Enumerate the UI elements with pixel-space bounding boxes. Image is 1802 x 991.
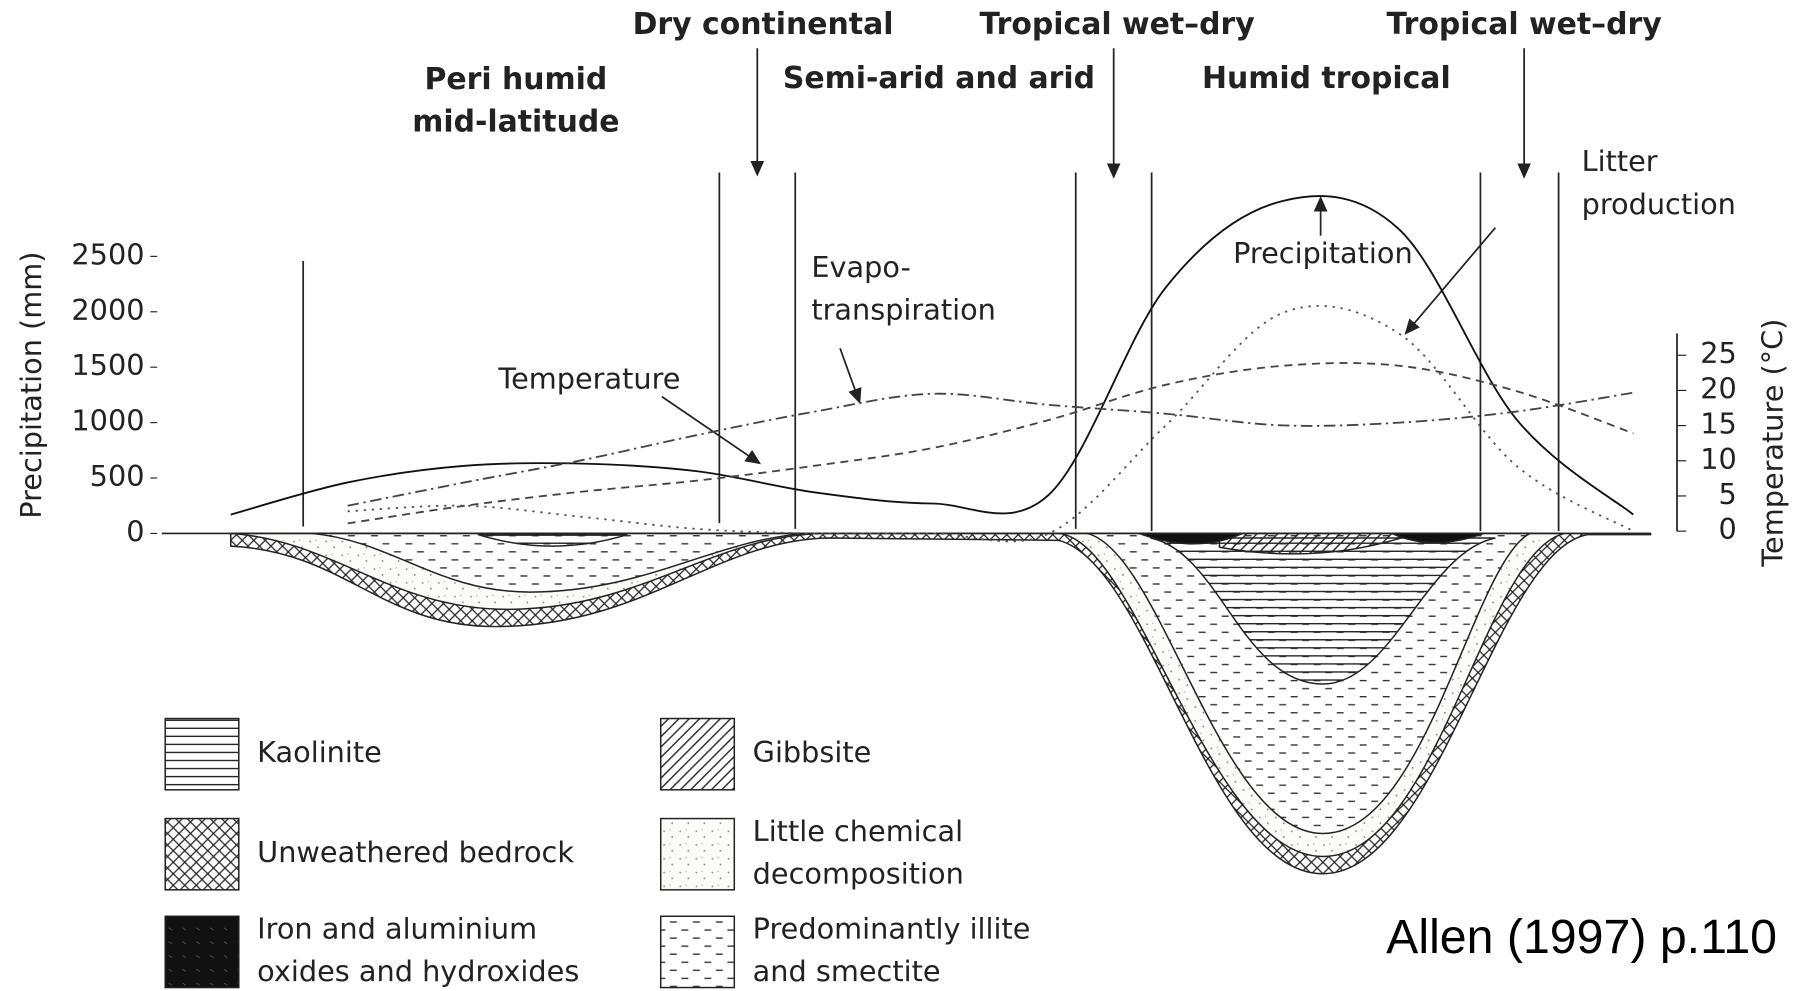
- y2-tick-label: 20: [1700, 371, 1737, 405]
- y-tick-label: 1000: [71, 404, 144, 438]
- chart: Allen (1997) p.110 Precipitation (mm) Tem…: [0, 0, 1802, 991]
- legend-label: oxides and hydroxides: [257, 954, 579, 988]
- legend-label: decomposition: [753, 856, 964, 890]
- arrow: [1406, 228, 1496, 334]
- y2-tick-label: 10: [1700, 442, 1737, 476]
- series-label: Temperature: [497, 362, 680, 396]
- y2-tick-label: 0: [1719, 512, 1737, 546]
- zone-title: Humid tropical: [1202, 61, 1451, 96]
- legend-swatch: [165, 916, 239, 987]
- y-tick-label: 2500: [71, 237, 144, 271]
- y2-axis-title: Temperature (°C): [1756, 319, 1790, 568]
- source: Allen (1997) p.110: [1386, 910, 1777, 964]
- y2-tick-label: 25: [1700, 336, 1737, 370]
- legend-label: Predominantly illite: [753, 912, 1031, 946]
- legend-swatch: [661, 916, 735, 987]
- legend-label: Gibbsite: [753, 735, 872, 769]
- zone-title: Dry continental: [633, 7, 894, 42]
- zone-title: Peri humid: [424, 62, 607, 97]
- legend-label: Kaolinite: [257, 735, 382, 769]
- legend-swatch: [165, 819, 239, 890]
- zone-title: Semi-arid and arid: [783, 61, 1095, 96]
- legend-swatch: [165, 719, 239, 790]
- series-label: transpiration: [811, 293, 996, 327]
- arrow: [840, 348, 860, 402]
- y-tick-label: 0: [126, 514, 144, 548]
- series-label: production: [1582, 187, 1736, 221]
- y-axis-title: Precipitation (mm): [14, 252, 48, 519]
- zone-title: mid-latitude: [412, 105, 619, 140]
- y-tick-label: 2000: [71, 293, 144, 327]
- y-tick-label: 500: [90, 459, 145, 493]
- series-label: Evapo-: [811, 250, 910, 284]
- y2-tick-label: 15: [1700, 407, 1737, 441]
- y-tick-label: 1500: [71, 348, 144, 382]
- zone-title: Tropical wet–dry: [980, 7, 1255, 42]
- zone-title: Tropical wet–dry: [1387, 7, 1662, 42]
- series-label: Precipitation: [1233, 236, 1413, 270]
- series-line: [348, 393, 1634, 506]
- arrow: [662, 397, 760, 464]
- series-label: Litter: [1582, 144, 1658, 178]
- legend-label: Iron and aluminium: [257, 912, 537, 946]
- legend-label: Unweathered bedrock: [257, 835, 574, 869]
- legend-label: Little chemical: [753, 814, 963, 848]
- y2-tick-label: 5: [1719, 477, 1737, 511]
- legend-swatch: [661, 819, 735, 890]
- series-line: [348, 306, 1634, 542]
- legend-swatch: [661, 719, 735, 790]
- legend-label: and smectite: [753, 954, 941, 988]
